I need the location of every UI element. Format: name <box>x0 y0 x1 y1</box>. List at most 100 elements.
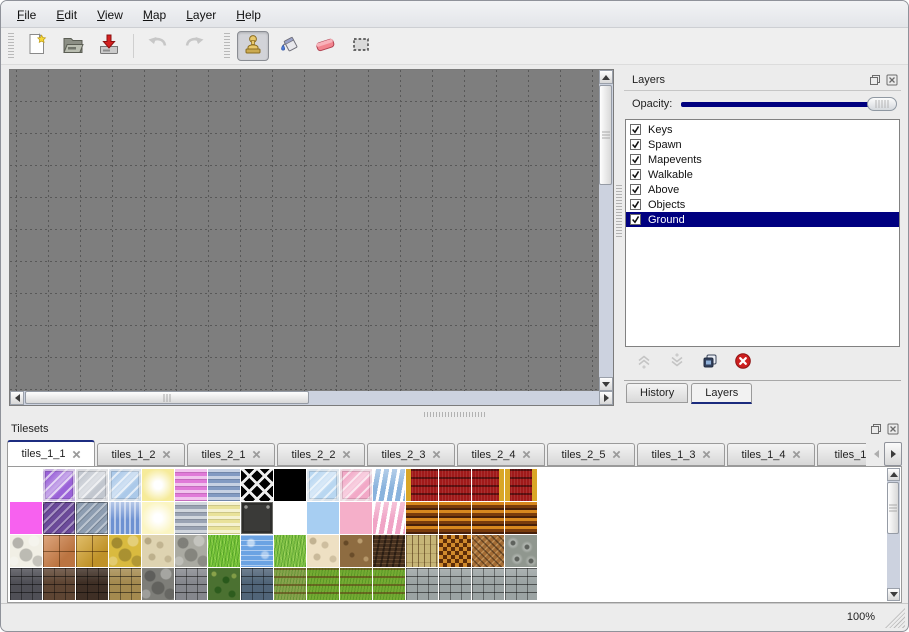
canvas-horizontal-scrollbar[interactable] <box>10 391 613 405</box>
tileset-tab-tiles_1_2[interactable]: tiles_1_2 <box>97 443 185 466</box>
menu-item-layer[interactable]: Layer <box>186 8 217 22</box>
tile-hstripes[interactable] <box>175 469 207 501</box>
undo-button[interactable] <box>142 31 174 61</box>
tile-waves[interactable] <box>373 469 405 501</box>
opacity-slider[interactable] <box>681 96 897 112</box>
duplicate-layer-button[interactable] <box>701 354 719 373</box>
tile-sand[interactable] <box>307 535 339 567</box>
tile-waves[interactable] <box>373 502 405 534</box>
new-map-button[interactable] <box>21 31 53 61</box>
delete-layer-button[interactable] <box>734 353 752 373</box>
tile-carpet2[interactable] <box>472 502 504 534</box>
tile-pebbles[interactable] <box>142 535 174 567</box>
tab-layers[interactable]: Layers <box>691 383 753 404</box>
tile-crystal[interactable] <box>340 469 372 501</box>
tileset-tab-tiles_2_1[interactable]: tiles_2_1 <box>187 443 275 466</box>
lower-layer-button[interactable] <box>668 353 686 373</box>
tile-glow[interactable] <box>142 469 174 501</box>
tileset-tab-tiles_1_4[interactable]: tiles_1_4 <box>727 443 815 466</box>
scroll-down-button[interactable] <box>599 377 613 391</box>
tile-carpet2[interactable] <box>406 502 438 534</box>
tile-grasspath[interactable] <box>340 568 372 600</box>
tab-close-icon[interactable] <box>792 450 801 459</box>
tile-brick[interactable] <box>472 568 504 600</box>
menu-item-map[interactable]: Map <box>142 8 167 22</box>
select-tool-button[interactable] <box>345 31 377 61</box>
tile-crystal2[interactable] <box>76 502 108 534</box>
tab-scroll-right-button[interactable] <box>884 442 902 466</box>
tileset-tab-tiles_2_3[interactable]: tiles_2_3 <box>367 443 455 466</box>
fill-tool-button[interactable] <box>273 31 305 61</box>
tile-brick[interactable] <box>109 568 141 600</box>
tile-carpet2[interactable] <box>505 502 537 534</box>
tile-crystal[interactable] <box>76 469 108 501</box>
tab-history[interactable]: History <box>626 383 689 403</box>
tile-empty[interactable] <box>10 469 42 501</box>
tile-grass[interactable] <box>208 535 240 567</box>
tileset-tab-tiles_2_2[interactable]: tiles_2_2 <box>277 443 365 466</box>
scroll-up-button[interactable] <box>599 70 613 84</box>
menu-item-view[interactable]: View <box>97 8 123 22</box>
tile-brick[interactable] <box>175 568 207 600</box>
tile-solid[interactable] <box>340 502 372 534</box>
tile-grasspath[interactable] <box>307 568 339 600</box>
tile-tiles[interactable] <box>76 535 108 567</box>
opacity-slider-handle[interactable] <box>867 97 897 111</box>
layer-visibility-checkbox[interactable] <box>630 184 641 195</box>
toolbar-grip[interactable] <box>8 33 14 59</box>
tileset-tab-tiles_2_5[interactable]: tiles_2_5 <box>547 443 635 466</box>
save-map-button[interactable] <box>93 31 125 61</box>
tile-carpet-gb[interactable] <box>505 469 537 501</box>
tile-hedge[interactable] <box>208 568 240 600</box>
tile-carpet2[interactable] <box>439 502 471 534</box>
layer-visibility-checkbox[interactable] <box>630 124 641 135</box>
tile-brick[interactable] <box>10 568 42 600</box>
tile-carpet-gr[interactable] <box>472 469 504 501</box>
tileset-vertical-scrollbar[interactable] <box>887 468 900 601</box>
scroll-right-button[interactable] <box>599 391 613 405</box>
map-canvas[interactable] <box>10 70 599 391</box>
resize-grip[interactable] <box>885 608 905 628</box>
menu-item-help[interactable]: Help <box>236 8 261 22</box>
tile-glow[interactable] <box>142 502 174 534</box>
tile-solid[interactable] <box>274 469 306 501</box>
vertical-splitter[interactable] <box>614 69 624 410</box>
raise-layer-button[interactable] <box>635 355 653 373</box>
layer-visibility-checkbox[interactable] <box>630 154 641 165</box>
layer-row-walkable[interactable]: Walkable <box>626 167 899 182</box>
tile-solid[interactable] <box>307 502 339 534</box>
horizontal-splitter[interactable] <box>1 410 908 419</box>
tile-crystal[interactable] <box>307 469 339 501</box>
horizontal-scroll-thumb[interactable] <box>25 391 309 404</box>
scroll-left-button[interactable] <box>10 391 24 405</box>
scroll-down-button[interactable] <box>887 588 900 601</box>
tile-sign[interactable] <box>241 502 273 534</box>
tab-close-icon[interactable] <box>702 450 711 459</box>
float-panel-icon[interactable] <box>869 423 882 436</box>
tile-waterstreak[interactable] <box>109 502 141 534</box>
tile-carpet-gl[interactable] <box>406 469 438 501</box>
tab-close-icon[interactable] <box>72 450 81 459</box>
tile-grass[interactable] <box>274 535 306 567</box>
toolbar-grip-2[interactable] <box>224 33 230 59</box>
layer-visibility-checkbox[interactable] <box>630 139 641 150</box>
tileset-tab-tiles_1_3[interactable]: tiles_1_3 <box>637 443 725 466</box>
tileset-tab-tiles_1_[interactable]: tiles_1_ <box>817 443 866 466</box>
tile-brick[interactable] <box>43 568 75 600</box>
canvas-vertical-scrollbar[interactable] <box>599 70 613 391</box>
eraser-tool-button[interactable] <box>309 31 341 61</box>
layer-row-ground[interactable]: Ground <box>626 212 899 227</box>
tab-close-icon[interactable] <box>252 450 261 459</box>
layer-row-above[interactable]: Above <box>626 182 899 197</box>
stamp-tool-button[interactable] <box>237 31 269 61</box>
tile-dirt[interactable] <box>340 535 372 567</box>
tile-hstripes[interactable] <box>175 502 207 534</box>
tile-carpet[interactable] <box>439 469 471 501</box>
tile-logs[interactable] <box>505 535 537 567</box>
tile-brick[interactable] <box>241 568 273 600</box>
tile-brick[interactable] <box>439 568 471 600</box>
open-map-button[interactable] <box>57 31 89 61</box>
opacity-slider-track[interactable] <box>681 102 895 107</box>
vertical-scroll-thumb[interactable] <box>599 85 612 185</box>
tile-grasspath[interactable] <box>274 568 306 600</box>
